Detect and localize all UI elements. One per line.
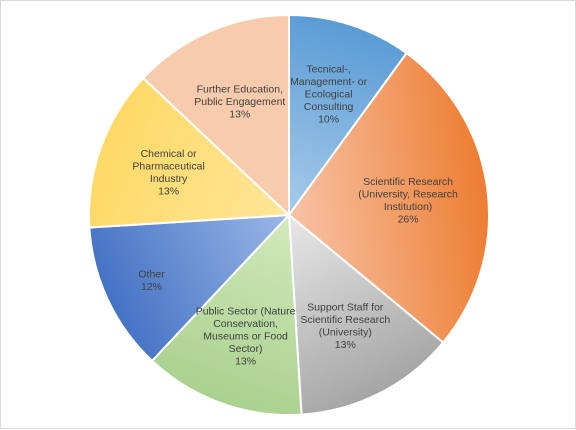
slice-percent: 12% [141,281,162,293]
slice-label-line: Further Education, [197,84,283,96]
pie-slice-label-7: Further Education, Public Engagement 13% [194,84,285,121]
slice-label-line: Industry [150,173,188,185]
pie-slice-label-3: Support Staff for Scientific Research (Uni… [300,302,390,352]
slice-label-line: Chemical or [141,148,198,160]
slice-percent: 13% [235,355,256,367]
pie-slice-7 [141,13,290,218]
slice-label-line: Public Engagement [194,96,285,108]
pie-slice-4 [150,212,303,417]
pie-slice-2 [287,51,490,344]
slice-label-line: Public Sector (Nature [196,305,296,317]
pie-slice-5 [88,213,292,363]
slice-label-line: Other [138,269,165,281]
pie-slice-label-6: Chemical or Pharmaceutical Industry 13% [132,148,204,198]
slice-label-line: Tecnical-, [306,63,350,75]
slice-label-line: Scientific Research [363,176,453,188]
pie-slices [87,13,490,417]
pie-labels: Tecnical-, Management- or Ecological Consul… [132,63,458,367]
slice-label-line: Scientific Research [300,314,390,326]
pie-slice-label-5: Other 12% [138,269,165,294]
pie-slice-label-1: Tecnical-, Management- or Ecological Consul… [290,63,368,125]
pie-slice-label-2: Scientific Research (University, Research… [358,176,458,226]
slice-percent: 13% [158,185,179,197]
slice-label-line: Management- or [290,76,368,88]
slice-label-line: Support Staff for [307,302,384,314]
slice-label-line: Pharmaceutical [132,160,204,172]
slice-label-line: Consulting [304,101,354,113]
slice-label-line: Conservation, [213,318,278,330]
slice-label-line: Ecological [305,88,353,100]
slice-percent: 10% [318,113,339,125]
pie-slice-3 [287,212,445,416]
slice-percent: 13% [335,339,356,351]
slice-label-line: (University) [319,327,372,339]
pie-slice-1 [288,13,408,219]
slice-percent: 26% [398,214,419,226]
slice-label-line: Sector) [229,343,263,355]
slice-label-line: Museums or Food [203,330,288,342]
slice-label-line: Institution) [384,201,432,213]
slice-percent: 13% [229,109,250,121]
pie-slice-label-4: Public Sector (Nature Conservation, Museum… [196,305,296,367]
slice-label-line: (University, Research [358,189,458,201]
pie-slice-6 [87,76,292,229]
